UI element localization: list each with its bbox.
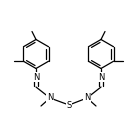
Text: N: N	[33, 73, 39, 82]
Text: S: S	[66, 100, 72, 109]
Text: N: N	[98, 73, 104, 82]
Text: N: N	[84, 93, 90, 102]
Text: N: N	[47, 93, 53, 102]
